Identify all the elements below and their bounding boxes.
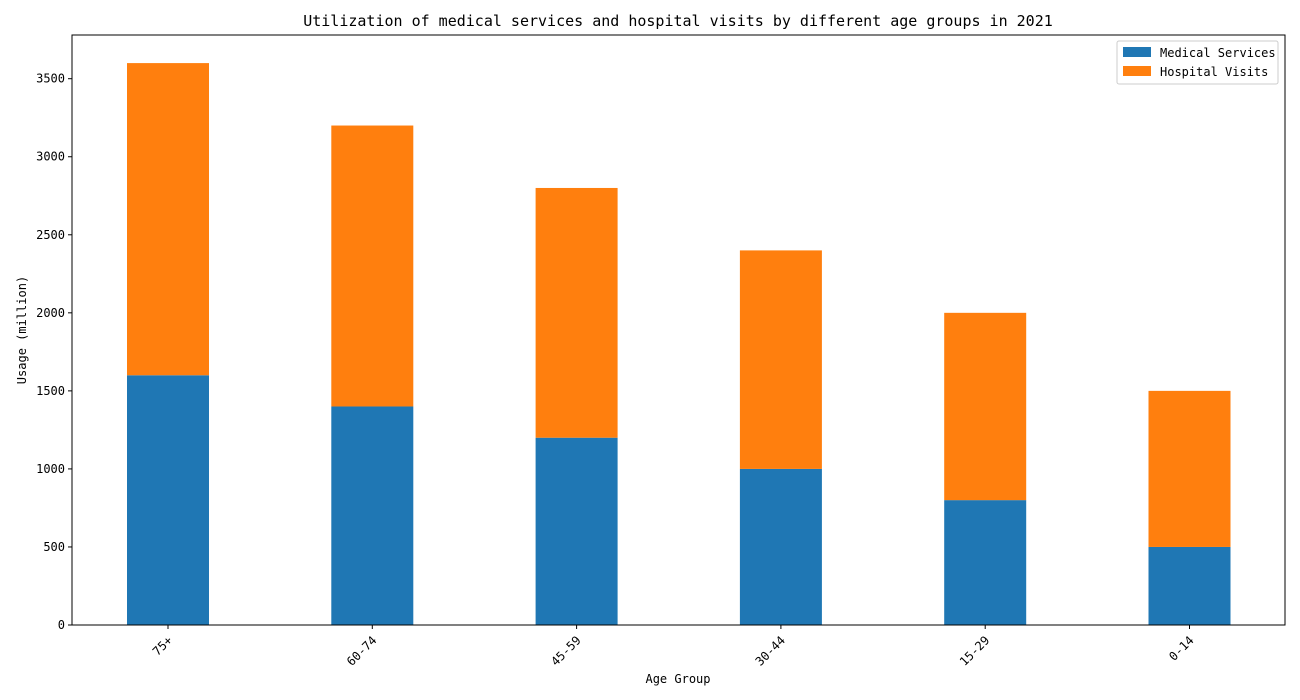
x-tick-label: 0-14 — [1166, 633, 1196, 663]
y-tick-label: 500 — [43, 540, 65, 554]
y-tick-label: 0 — [58, 618, 65, 632]
legend-swatch-medical-services — [1123, 47, 1151, 57]
bar-hospital-visits-1 — [331, 125, 414, 407]
plot-area-frame — [71, 34, 1286, 626]
x-tick-label: 15-29 — [957, 633, 992, 668]
x-axis-ticks: 75+ 60-74 45-59 30-44 15-29 0-14 — [150, 625, 1197, 669]
bars-group — [127, 63, 1231, 625]
y-tick-label: 2000 — [36, 306, 65, 320]
bar-hospital-visits-2 — [535, 187, 618, 438]
bar-hospital-visits-4 — [944, 312, 1027, 501]
x-tick-label: 75+ — [150, 633, 175, 658]
y-tick-label: 1500 — [36, 384, 65, 398]
bar-medical-services-3 — [739, 468, 822, 625]
bar-medical-services-4 — [944, 500, 1027, 625]
y-tick-label: 3000 — [36, 150, 65, 164]
legend-box — [1116, 40, 1279, 85]
y-tick-label: 3500 — [36, 72, 65, 86]
y-tick-label: 2500 — [36, 228, 65, 242]
bar-medical-services-1 — [331, 406, 414, 625]
bar-hospital-visits-5 — [1148, 390, 1231, 547]
chart-title: Utilization of medical services and hosp… — [303, 12, 1053, 30]
x-axis-label: Age Group — [645, 672, 710, 686]
bar-medical-services-0 — [127, 375, 209, 625]
bar-hospital-visits-0 — [127, 63, 209, 376]
bar-medical-services-5 — [1148, 546, 1231, 625]
y-axis-ticks: 0 500 1000 1500 2000 2500 3000 3500 — [36, 72, 72, 632]
y-axis-label: Usage (million) — [15, 276, 29, 384]
legend-label-hospital-visits: Hospital Visits — [1160, 65, 1268, 79]
legend: Medical Services Hospital Visits — [1116, 40, 1279, 85]
legend-swatch-hospital-visits — [1123, 66, 1151, 76]
x-tick-label: 60-74 — [344, 633, 379, 668]
x-tick-label: 45-59 — [548, 633, 583, 668]
y-tick-label: 1000 — [36, 462, 65, 476]
bar-medical-services-2 — [535, 437, 618, 625]
legend-label-medical-services: Medical Services — [1160, 46, 1276, 60]
bar-hospital-visits-3 — [739, 250, 822, 469]
x-tick-label: 30-44 — [753, 633, 788, 668]
